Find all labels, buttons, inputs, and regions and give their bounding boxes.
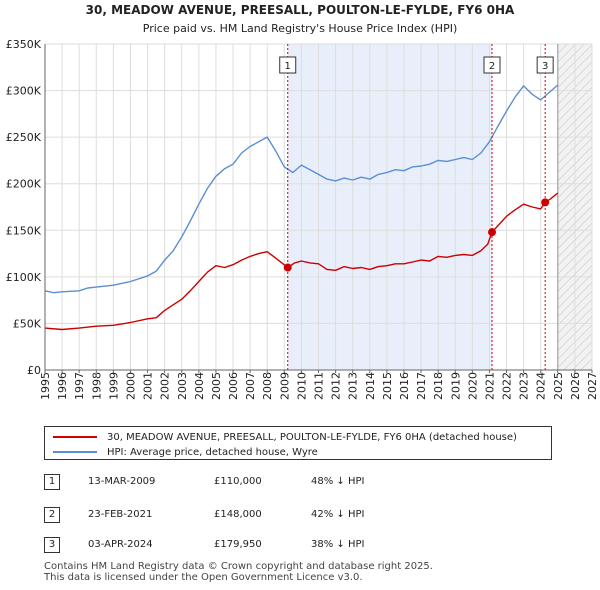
x-tick-label: 2019 [449,372,462,400]
highlight-band [287,44,493,370]
series-line-property [45,192,559,331]
transaction-price: £179,950 [214,539,262,550]
x-tick-label: 1998 [90,372,103,400]
y-tick-label: £0 [27,364,41,377]
x-tick-label: 1997 [73,372,86,400]
transaction-number: 3 [44,537,60,553]
y-tick-label: £50K [13,317,42,330]
x-tick-label: 2007 [244,372,257,400]
sale-point [488,228,497,237]
legend-label-hpi: HPI: Average price, detached house, Wyre [107,446,318,458]
x-tick-label: 2014 [364,372,377,400]
x-tick-label: 2025 [552,372,565,400]
sale-marker-box [279,56,297,74]
x-tick-label: 1995 [39,372,52,400]
x-tick-label: 2004 [193,372,206,400]
transaction-date: 13-MAR-2009 [88,476,156,487]
transaction-date: 23-FEB-2021 [88,509,153,520]
x-tick-label: 2008 [261,372,274,400]
footer-licence: This data is licensed under the Open Gov… [44,572,363,583]
chart-title: 30, MEADOW AVENUE, PREESALL, POULTON-LE-… [86,3,515,17]
y-tick-label: £300K [6,85,42,98]
x-tick-label: 2017 [415,372,428,400]
sale-marker-box [536,56,554,74]
transaction-number: 2 [44,507,60,523]
transaction-hpi: 48% ↓ HPI [311,476,365,487]
transaction-price: £148,000 [214,509,262,520]
y-tick-label: £100K [6,271,42,284]
x-tick-label: 2016 [398,372,411,400]
x-tick-label: 2020 [466,372,479,400]
legend-swatch-property [53,436,97,438]
x-tick-label: 2023 [518,372,531,400]
legend-label-property: 30, MEADOW AVENUE, PREESALL, POULTON-LE-… [107,431,517,443]
x-tick-label: 2012 [330,372,343,400]
transaction-hpi: 42% ↓ HPI [311,509,365,520]
x-tick-label: 2027 [586,372,599,400]
y-tick-label: £350K [6,38,42,51]
legend-swatch-hpi [53,451,97,453]
x-tick-label: 2001 [142,372,155,400]
x-tick-label: 2003 [176,372,189,400]
footer: Contains HM Land Registry data © Crown c… [44,561,433,583]
x-tick-label: 2026 [569,372,582,400]
legend-item-property: 30, MEADOW AVENUE, PREESALL, POULTON-LE-… [53,430,517,444]
x-tick-label: 2015 [381,372,394,400]
transaction-number: 1 [44,474,60,490]
x-tick-label: 2000 [124,372,137,400]
sale-marker-label: 2 [489,61,495,72]
transaction-price: £110,000 [214,476,262,487]
x-tick-label: 2009 [278,372,291,400]
legend-item-hpi: HPI: Average price, detached house, Wyre [53,445,318,459]
footer-copyright: Contains HM Land Registry data © Crown c… [44,561,433,572]
y-tick-label: £150K [6,224,42,237]
transaction-hpi: 38% ↓ HPI [311,539,365,550]
x-tick-label: 2024 [535,372,548,400]
chart-legend: 30, MEADOW AVENUE, PREESALL, POULTON-LE-… [44,426,552,460]
sale-marker-label: 3 [542,61,548,72]
transaction-date: 03-APR-2024 [88,539,153,550]
series-line-hpi [45,84,559,294]
x-tick-label: 2005 [210,372,223,400]
sale-point [541,198,550,207]
sale-point [283,263,292,272]
x-tick-label: 2022 [501,372,514,400]
x-tick-label: 2010 [295,372,308,400]
y-tick-label: £200K [6,178,42,191]
sale-marker-box [483,56,501,74]
x-tick-label: 2011 [313,372,326,400]
x-tick-label: 1999 [107,372,120,400]
x-tick-label: 2013 [347,372,360,400]
chart-subtitle: Price paid vs. HM Land Registry's House … [143,22,458,35]
x-tick-label: 2006 [227,372,240,400]
x-tick-label: 2018 [432,372,445,400]
x-tick-label: 1996 [56,372,69,400]
x-tick-label: 2002 [159,372,172,400]
x-tick-label: 2021 [483,372,496,400]
y-tick-label: £250K [6,131,42,144]
sale-marker-label: 1 [285,61,291,72]
price-chart: 30, MEADOW AVENUE, PREESALL, POULTON-LE-… [6,3,599,400]
